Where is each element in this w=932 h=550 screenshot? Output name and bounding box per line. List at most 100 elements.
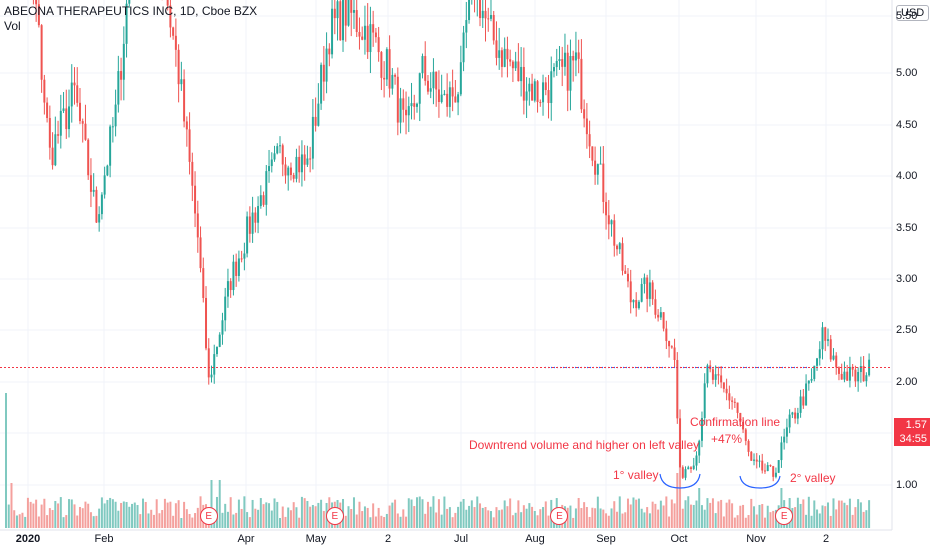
candle-body — [484, 10, 487, 19]
candle-body — [51, 147, 54, 166]
candle-body — [799, 396, 802, 413]
candle-body — [309, 158, 312, 160]
candlesticks — [32, 0, 871, 482]
candle-body — [706, 365, 709, 384]
volume-bar — [706, 498, 709, 528]
currency-button[interactable]: USD — [896, 5, 930, 21]
symbol-title[interactable]: ABEONA THERAPEUTICS INC, 1D, Cboe BZX — [4, 4, 258, 18]
volume-bar — [306, 501, 309, 528]
candle-body — [736, 402, 739, 413]
candle-body — [498, 50, 501, 58]
volume-bar — [76, 515, 79, 528]
candle-body — [402, 98, 405, 110]
time-tick: 2020 — [15, 533, 41, 545]
candle-body — [391, 74, 394, 89]
volume-bar — [57, 503, 60, 528]
volume-bar — [10, 483, 13, 528]
volume-bar — [542, 507, 545, 528]
candle-body — [448, 87, 451, 107]
candle-body — [246, 216, 249, 254]
earnings-marker[interactable]: E — [550, 507, 569, 525]
candle-body — [352, 10, 355, 13]
candle-body — [366, 25, 369, 53]
volume-bar — [495, 507, 498, 528]
candle-body — [98, 214, 101, 223]
volume-bar — [536, 515, 539, 528]
candle-body — [859, 365, 862, 373]
candle-body — [394, 74, 397, 77]
candle-body — [668, 341, 671, 347]
candle-body — [654, 299, 657, 315]
volume-bar — [232, 514, 235, 528]
candle-body — [103, 175, 106, 195]
volume-bar — [605, 513, 608, 528]
candle-body — [605, 201, 608, 216]
volume-bar — [448, 507, 451, 528]
volume-bar — [451, 517, 454, 528]
volume-bar — [520, 512, 523, 528]
volume-bar — [311, 504, 314, 528]
candle-body — [218, 334, 221, 347]
candle-body — [251, 212, 254, 234]
earnings-marker[interactable]: E — [775, 507, 794, 525]
volume-bar — [616, 511, 619, 528]
volume-bar — [851, 514, 854, 528]
candle-body — [862, 365, 865, 382]
candle-body — [692, 465, 695, 469]
candle-body — [226, 281, 229, 297]
candle-body — [610, 220, 613, 225]
time-tick: Oct — [670, 533, 688, 545]
candle-body — [300, 154, 303, 173]
volume-bar — [109, 497, 112, 528]
volume-bar — [753, 506, 756, 528]
volume-bar — [544, 501, 547, 528]
volume-bar — [399, 516, 402, 528]
candle-body — [640, 283, 643, 302]
volume-bar — [95, 515, 98, 528]
candle-body — [583, 109, 586, 119]
volume-bar — [106, 499, 109, 528]
candle-body — [87, 139, 90, 176]
volume-bar — [26, 497, 29, 528]
volume-bar — [479, 503, 482, 528]
candle-body — [125, 3, 128, 44]
volume-bar — [391, 502, 394, 528]
volume-bar — [111, 499, 114, 528]
candle-body — [777, 460, 780, 473]
candle-body — [788, 414, 791, 428]
volume-bar — [279, 517, 281, 528]
candle-body — [761, 460, 764, 471]
volume-bar — [662, 505, 665, 528]
candle-body — [59, 110, 62, 136]
earnings-marker[interactable]: E — [199, 507, 218, 525]
candle-body — [383, 77, 386, 80]
volume-bar — [229, 497, 232, 528]
volume-bar — [191, 517, 194, 528]
candle-body — [224, 296, 227, 321]
candle-body — [388, 49, 391, 89]
candle-body — [766, 465, 769, 472]
volume-bar — [635, 499, 638, 528]
volume-bar — [810, 515, 813, 528]
candle-body — [657, 314, 660, 318]
volume-bar — [594, 508, 597, 528]
volume-bar — [802, 499, 805, 528]
volume-bar — [166, 502, 169, 528]
volume-bar — [284, 516, 287, 528]
volume-bar — [158, 513, 161, 528]
candle-body — [531, 83, 534, 101]
earnings-marker[interactable]: E — [325, 507, 344, 525]
volume-bar — [169, 501, 172, 528]
volume-bar — [150, 509, 153, 528]
volume-bar — [459, 501, 462, 528]
volume-bar — [131, 503, 134, 528]
volume-bar — [722, 516, 725, 528]
candle-body — [363, 25, 366, 40]
volume-bar — [128, 506, 131, 528]
candle-body — [462, 32, 465, 63]
volume-bar — [700, 505, 703, 528]
candle-body — [635, 300, 638, 309]
volume-bar — [281, 506, 284, 528]
candle-body — [742, 421, 745, 430]
